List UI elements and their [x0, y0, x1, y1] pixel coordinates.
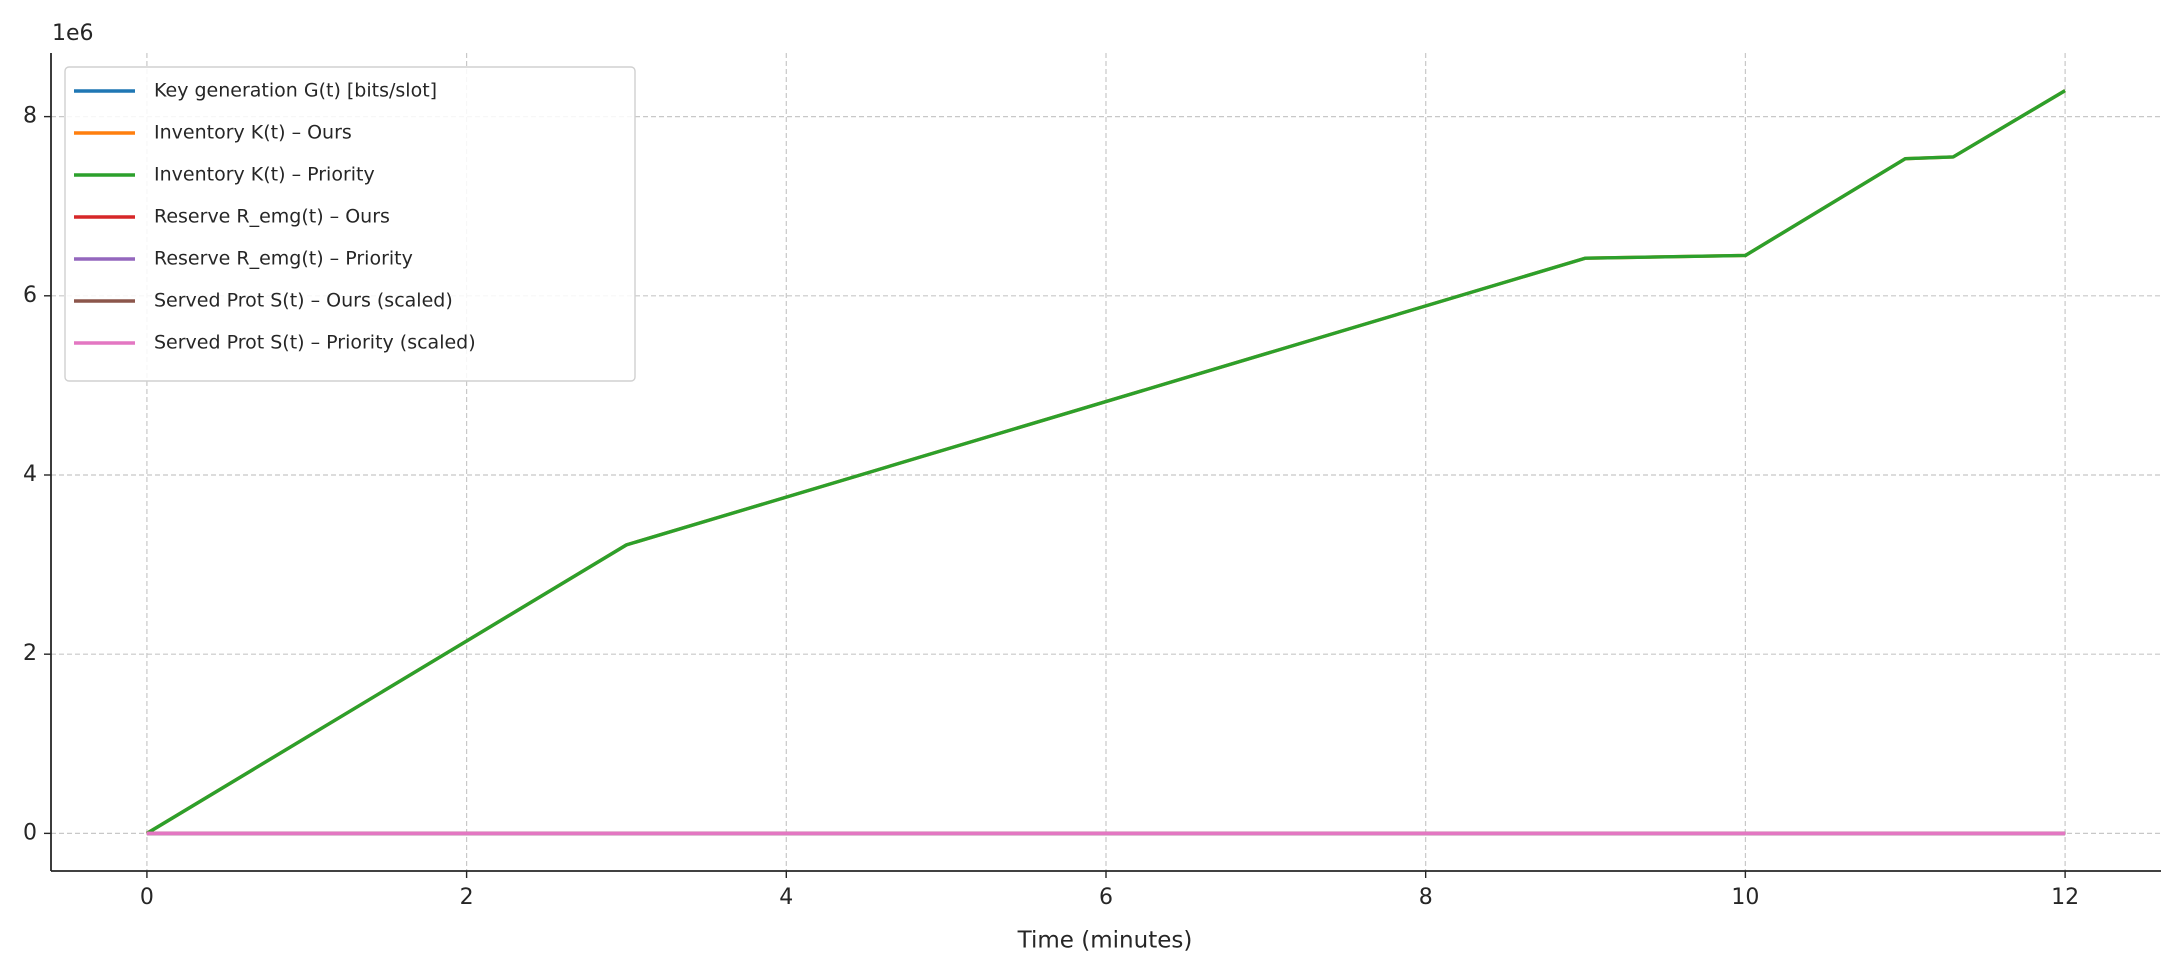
y-tick-label: 4 [23, 462, 37, 487]
x-tick-label: 12 [2051, 885, 2079, 910]
legend-label: Key generation G(t) [bits/slot] [154, 80, 437, 102]
legend-label: Inventory K(t) – Priority [154, 164, 375, 186]
y-tick-label: 8 [23, 104, 37, 129]
y-tick-label: 2 [23, 641, 37, 666]
legend-label: Served Prot S(t) – Priority (scaled) [154, 332, 476, 354]
x-tick-label: 8 [1419, 885, 1433, 910]
x-tick-label: 6 [1099, 885, 1113, 910]
legend-label: Reserve R_emg(t) – Priority [154, 248, 413, 270]
legend-label: Inventory K(t) – Ours [154, 122, 352, 144]
y-offset-label: 1e6 [52, 21, 94, 46]
x-axis-label: Time (minutes) [1017, 928, 1193, 954]
x-tick-label: 4 [779, 885, 793, 910]
data-line [146, 89, 2066, 835]
legend-label: Reserve R_emg(t) – Ours [154, 206, 390, 228]
x-tick-label: 10 [1731, 885, 1759, 910]
legend-label: Served Prot S(t) – Ours (scaled) [154, 290, 453, 312]
y-tick-label: 6 [23, 283, 37, 308]
x-tick-label: 2 [460, 885, 474, 910]
y-tick-label: 0 [23, 820, 37, 845]
legend-box [64, 66, 636, 382]
x-tick-label: 0 [140, 885, 154, 910]
